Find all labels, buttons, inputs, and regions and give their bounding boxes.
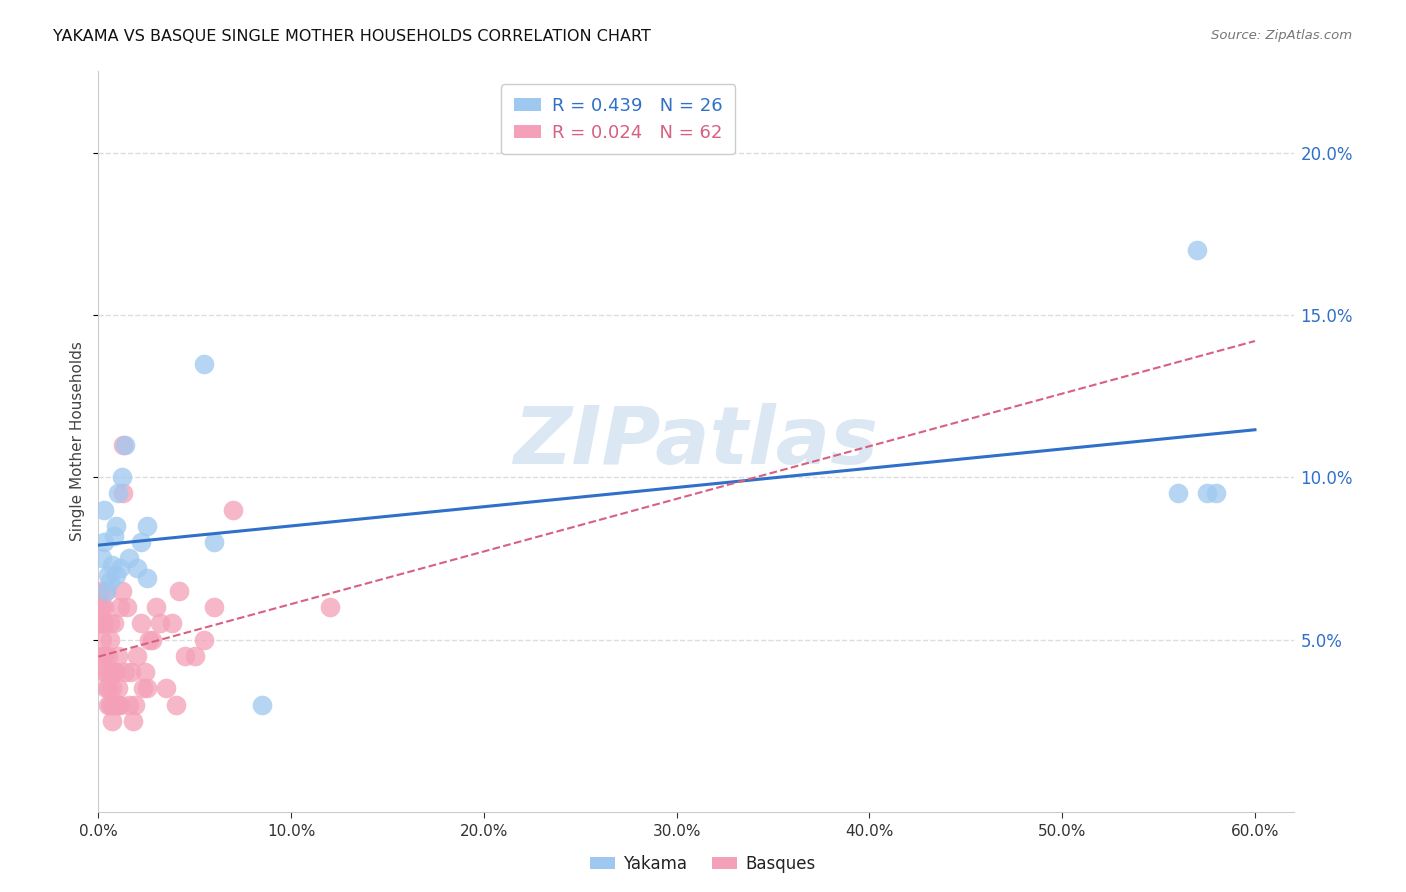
- Point: [135, 681, 157, 696]
- Point: [135, 571, 157, 585]
- Point: [184, 648, 207, 663]
- Point: [103, 529, 125, 543]
- Point: [103, 616, 125, 631]
- Point: [122, 714, 145, 728]
- Point: [149, 616, 172, 631]
- Point: [98, 616, 121, 631]
- Point: [132, 681, 155, 696]
- Point: [93, 648, 115, 663]
- Point: [107, 698, 129, 712]
- Point: [165, 698, 187, 712]
- Text: Source: ZipAtlas.com: Source: ZipAtlas.com: [1212, 29, 1353, 42]
- Point: [89, 583, 111, 598]
- Point: [108, 600, 131, 615]
- Point: [97, 567, 120, 582]
- Point: [118, 551, 141, 566]
- Point: [145, 600, 167, 615]
- Point: [110, 583, 132, 598]
- Point: [98, 574, 121, 589]
- Point: [98, 632, 121, 647]
- Point: [110, 470, 132, 484]
- Text: YAKAMA VS BASQUE SINGLE MOTHER HOUSEHOLDS CORRELATION CHART: YAKAMA VS BASQUE SINGLE MOTHER HOUSEHOLD…: [53, 29, 651, 44]
- Point: [104, 698, 127, 712]
- Point: [104, 567, 127, 582]
- Point: [94, 583, 117, 598]
- Point: [93, 502, 115, 516]
- Point: [124, 698, 146, 712]
- Y-axis label: Single Mother Households: Single Mother Households: [70, 342, 86, 541]
- Point: [155, 681, 177, 696]
- Point: [141, 632, 163, 647]
- Point: [104, 665, 127, 679]
- Point: [103, 665, 125, 679]
- Point: [222, 502, 245, 516]
- Point: [169, 583, 191, 598]
- Point: [91, 616, 114, 631]
- Point: [1205, 486, 1227, 500]
- Point: [93, 600, 115, 615]
- Point: [89, 600, 111, 615]
- Point: [101, 558, 124, 572]
- Point: [125, 561, 148, 575]
- Point: [93, 616, 115, 631]
- Point: [112, 438, 135, 452]
- Point: [114, 438, 136, 452]
- Point: [129, 535, 152, 549]
- Point: [91, 600, 114, 615]
- Point: [193, 632, 215, 647]
- Point: [98, 698, 121, 712]
- Point: [107, 486, 129, 500]
- Point: [252, 698, 274, 712]
- Point: [103, 698, 125, 712]
- Text: ZIPatlas: ZIPatlas: [513, 402, 879, 481]
- Point: [160, 616, 183, 631]
- Legend: R = 0.439   N = 26, R = 0.024   N = 62: R = 0.439 N = 26, R = 0.024 N = 62: [502, 84, 735, 154]
- Point: [134, 665, 156, 679]
- Point: [135, 519, 157, 533]
- Point: [120, 665, 142, 679]
- Point: [202, 535, 225, 549]
- Point: [94, 583, 117, 598]
- Point: [114, 665, 136, 679]
- Point: [107, 681, 129, 696]
- Point: [319, 600, 342, 615]
- Point: [118, 698, 141, 712]
- Point: [101, 698, 124, 712]
- Point: [93, 665, 115, 679]
- Point: [112, 486, 135, 500]
- Point: [1195, 486, 1218, 500]
- Point: [202, 600, 225, 615]
- Point: [91, 551, 114, 566]
- Point: [138, 632, 160, 647]
- Legend: Yakama, Basques: Yakama, Basques: [583, 848, 823, 880]
- Point: [129, 616, 152, 631]
- Point: [104, 519, 127, 533]
- Point: [94, 681, 117, 696]
- Point: [1185, 243, 1208, 257]
- Point: [108, 698, 131, 712]
- Point: [101, 681, 124, 696]
- Point: [174, 648, 197, 663]
- Point: [91, 648, 114, 663]
- Point: [107, 648, 129, 663]
- Point: [193, 357, 215, 371]
- Point: [101, 714, 124, 728]
- Point: [98, 665, 121, 679]
- Point: [94, 665, 117, 679]
- Point: [97, 648, 120, 663]
- Point: [93, 535, 115, 549]
- Point: [91, 632, 114, 647]
- Point: [108, 561, 131, 575]
- Point: [89, 616, 111, 631]
- Point: [125, 648, 148, 663]
- Point: [1167, 486, 1189, 500]
- Point: [97, 681, 120, 696]
- Point: [117, 600, 139, 615]
- Point: [97, 698, 120, 712]
